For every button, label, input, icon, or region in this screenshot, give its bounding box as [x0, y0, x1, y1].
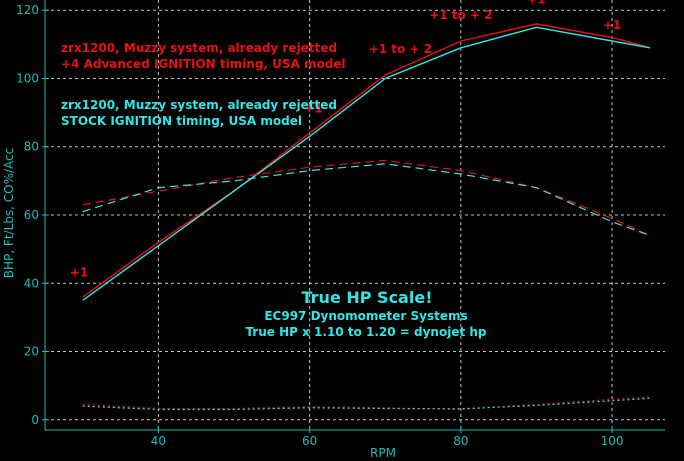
- series-line-4: [82, 163, 651, 237]
- note-line1: EC997 Dynomometer Systems: [264, 309, 467, 323]
- grid-lines: [45, 0, 665, 430]
- point-label-3: +1 to + 2: [369, 42, 432, 56]
- series-lines: [82, 23, 651, 411]
- point-label-5: +1: [527, 0, 545, 6]
- y-tick-label-40: 40: [24, 276, 39, 290]
- note-line2: True HP x 1.10 to 1.20 = dynojet hp: [245, 325, 486, 339]
- legend-red-line2: +4 Advanced IGNITION timing, USA model: [61, 57, 346, 71]
- y-tick-label-20: 20: [24, 345, 39, 359]
- point-label-4: +1 to + 2: [429, 8, 492, 22]
- point-label-6: +1: [603, 18, 621, 32]
- y-axis-label: BHP, Ft/Lbs, CO%/Acc: [2, 148, 16, 278]
- x-tick-label-80: 80: [453, 434, 468, 448]
- legend-cyan-line1: zrx1200, Muzzy system, already rejetted: [61, 98, 337, 112]
- point-labels: +1 +1 +1 to + 2 +1 to + 2 +1 +1: [70, 0, 621, 279]
- series-line-2: [82, 26, 651, 301]
- series-line-3: [82, 159, 651, 237]
- y-tick-label-80: 80: [24, 140, 39, 154]
- x-axis-label: RPM: [370, 446, 396, 460]
- legend-red-line1: zrx1200, Muzzy system, already rejetted: [61, 41, 337, 55]
- y-tick-label-0: 0: [31, 413, 39, 427]
- note-title: True HP Scale!: [302, 288, 433, 307]
- point-label-2: +1: [304, 102, 322, 116]
- point-label-1: +1: [70, 265, 88, 279]
- y-tick-label-100: 100: [16, 71, 39, 85]
- y-tick-label-60: 60: [24, 208, 39, 222]
- legend-cyan-line2: STOCK IGNITION timing, USA model: [61, 114, 302, 128]
- x-tick-label-40: 40: [151, 434, 166, 448]
- y-tick-label-120: 120: [16, 3, 39, 17]
- series-line-1: [82, 23, 651, 298]
- axes: [42, 0, 665, 433]
- x-tick-label-60: 60: [302, 434, 317, 448]
- x-tick-label-100: 100: [601, 434, 624, 448]
- series-line-6: [82, 397, 650, 411]
- tick-labels: 40 60 80 100 0 20 40 60 80 100 120: [16, 3, 623, 448]
- series-line-5: [82, 396, 650, 411]
